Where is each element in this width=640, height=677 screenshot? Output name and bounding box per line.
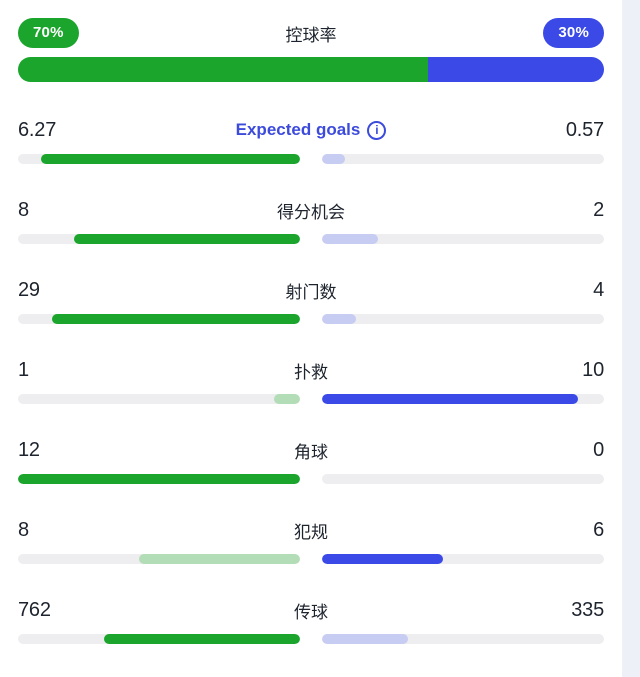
away-bar-track (322, 234, 604, 244)
stat-row-bars (18, 394, 604, 404)
home-bar-fill (138, 554, 300, 564)
stat-row-bars (18, 634, 604, 644)
stat-row: 762 传球 335 (18, 598, 604, 644)
away-value: 335 (571, 599, 604, 621)
away-bar-fill (322, 394, 579, 404)
home-bar-track (18, 394, 300, 404)
possession-header: 70% 控球率 30% (18, 18, 604, 48)
home-bar-track (18, 234, 300, 244)
home-bar-track (18, 634, 300, 644)
away-bar-fill (322, 634, 408, 644)
home-value: 12 (18, 439, 40, 461)
away-bar-fill (322, 554, 443, 564)
stat-row-bars (18, 154, 604, 164)
home-bar-fill (41, 154, 300, 164)
stat-row-header: 12 角球 0 (18, 438, 604, 462)
stat-label: 传球 (294, 598, 328, 623)
stat-row: 8 得分机会 2 (18, 198, 604, 244)
home-bar-fill (74, 234, 300, 244)
home-bar-track (18, 554, 300, 564)
stat-row-header: 762 传球 335 (18, 598, 604, 622)
stat-label-text: Expected goals (235, 120, 361, 139)
possession-away-badge: 30% (543, 18, 604, 48)
info-icon[interactable]: i (367, 120, 387, 140)
home-bar-track (18, 314, 300, 324)
away-bar-track (322, 474, 604, 484)
away-value: 0 (593, 439, 604, 461)
stat-label: Expected goals i (236, 120, 387, 140)
stat-row-header: 8 得分机会 2 (18, 198, 604, 222)
home-value: 8 (18, 519, 29, 541)
stat-row-bars (18, 234, 604, 244)
stat-label: 得分机会 (277, 198, 345, 223)
stat-row-header: 6.27 Expected goals i 0.57 (18, 118, 604, 142)
possession-bar (18, 57, 604, 82)
stat-row: 29 射门数 4 (18, 278, 604, 324)
away-bar-track (322, 554, 604, 564)
stat-row: 6.27 Expected goals i 0.57 (18, 118, 604, 164)
stat-label: 犯规 (294, 518, 328, 543)
stat-row-bars (18, 474, 604, 484)
match-statistics-panel: 70% 控球率 30% 6.27 Expected goals i 0.57 8 (0, 0, 622, 677)
stat-label-text: 犯规 (294, 523, 328, 542)
home-value: 8 (18, 199, 29, 221)
stat-row-header: 29 射门数 4 (18, 278, 604, 302)
stat-row: 12 角球 0 (18, 438, 604, 484)
stat-label-text: 扑救 (294, 363, 328, 382)
stat-row-bars (18, 314, 604, 324)
home-value: 1 (18, 359, 29, 381)
stat-label-text: 射门数 (285, 283, 337, 302)
away-value: 6 (593, 519, 604, 541)
stat-label: 扑救 (294, 358, 328, 383)
possession-home-fill (18, 57, 429, 82)
home-value: 762 (18, 599, 51, 621)
home-value: 6.27 (18, 118, 57, 141)
away-bar-fill (322, 154, 346, 164)
home-bar-track (18, 474, 300, 484)
away-bar-track (322, 394, 604, 404)
home-value: 29 (18, 279, 40, 301)
away-value: 0.57 (565, 118, 604, 141)
away-value: 10 (582, 359, 604, 381)
stat-row: 1 扑救 10 (18, 358, 604, 404)
away-bar-track (322, 634, 604, 644)
stat-row: 8 犯规 6 (18, 518, 604, 564)
stat-row-header: 1 扑救 10 (18, 358, 604, 382)
away-value: 4 (593, 279, 604, 301)
away-bar-track (322, 154, 604, 164)
stat-rows: 6.27 Expected goals i 0.57 8 得分机会 2 (18, 82, 604, 644)
stat-row-bars (18, 554, 604, 564)
stat-label: 角球 (294, 438, 328, 463)
possession-title: 控球率 (285, 25, 337, 45)
away-value: 2 (593, 199, 604, 221)
home-bar-fill (52, 314, 300, 324)
stat-label-text: 角球 (294, 443, 328, 462)
stat-label: 射门数 (286, 278, 337, 303)
stat-label-text: 传球 (294, 603, 328, 622)
away-bar-fill (322, 234, 379, 244)
home-bar-track (18, 154, 300, 164)
possession-away-fill (428, 57, 604, 82)
home-bar-fill (104, 634, 300, 644)
stat-row-header: 8 犯规 6 (18, 518, 604, 542)
home-bar-fill (274, 394, 300, 404)
home-bar-fill (18, 474, 300, 484)
stat-label-text: 得分机会 (277, 203, 345, 222)
away-bar-fill (322, 314, 357, 324)
possession-home-badge: 70% (18, 18, 79, 48)
away-bar-track (322, 314, 604, 324)
